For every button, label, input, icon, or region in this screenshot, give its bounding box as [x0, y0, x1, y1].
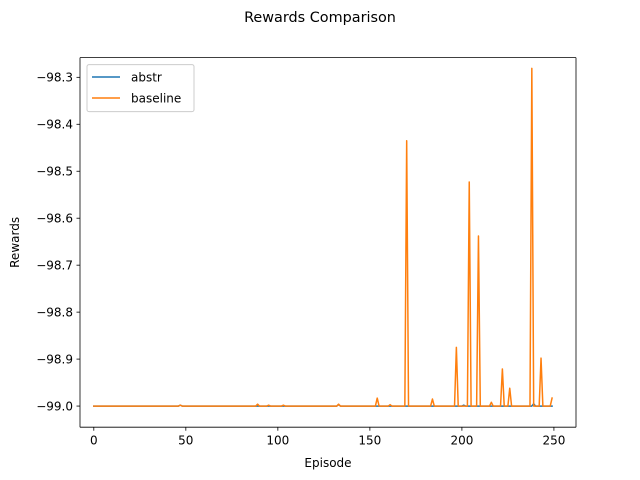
legend-label-abstr: abstr [131, 71, 162, 85]
y-tick-label: −98.9 [36, 352, 73, 366]
axes-frame [79, 57, 577, 428]
chart-title: Rewards Comparison [244, 10, 396, 26]
y-tick-label: −98.8 [36, 305, 73, 319]
x-axis: 0 50 100 150 200 250 [90, 427, 565, 448]
y-tick-label: −98.7 [36, 258, 73, 272]
x-tick-label: 100 [266, 434, 289, 448]
y-tick-label: −98.5 [36, 164, 73, 178]
x-tick-label: 200 [450, 434, 473, 448]
plot-area [80, 57, 576, 428]
x-tick-label: 150 [358, 434, 381, 448]
series-layer [93, 67, 553, 407]
legend-label-baseline: baseline [131, 92, 181, 106]
y-tick-label: −98.3 [36, 71, 73, 85]
x-tick-label: 50 [178, 434, 193, 448]
legend: abstr baseline [86, 64, 195, 113]
y-axis-label: Rewards [8, 217, 22, 268]
x-tick-label: 250 [542, 434, 565, 448]
y-tick-label: −98.6 [36, 211, 73, 225]
y-tick-label: −99.0 [36, 399, 73, 413]
x-tick-label: 0 [90, 434, 98, 448]
x-axis-label: Episode [304, 456, 351, 470]
y-tick-label: −98.4 [36, 117, 73, 131]
y-axis: −99.0 −98.9 −98.8 −98.7 −98.6 −98.5 −98.4 −98.3 [36, 71, 80, 413]
series-line-baseline [93, 67, 553, 407]
